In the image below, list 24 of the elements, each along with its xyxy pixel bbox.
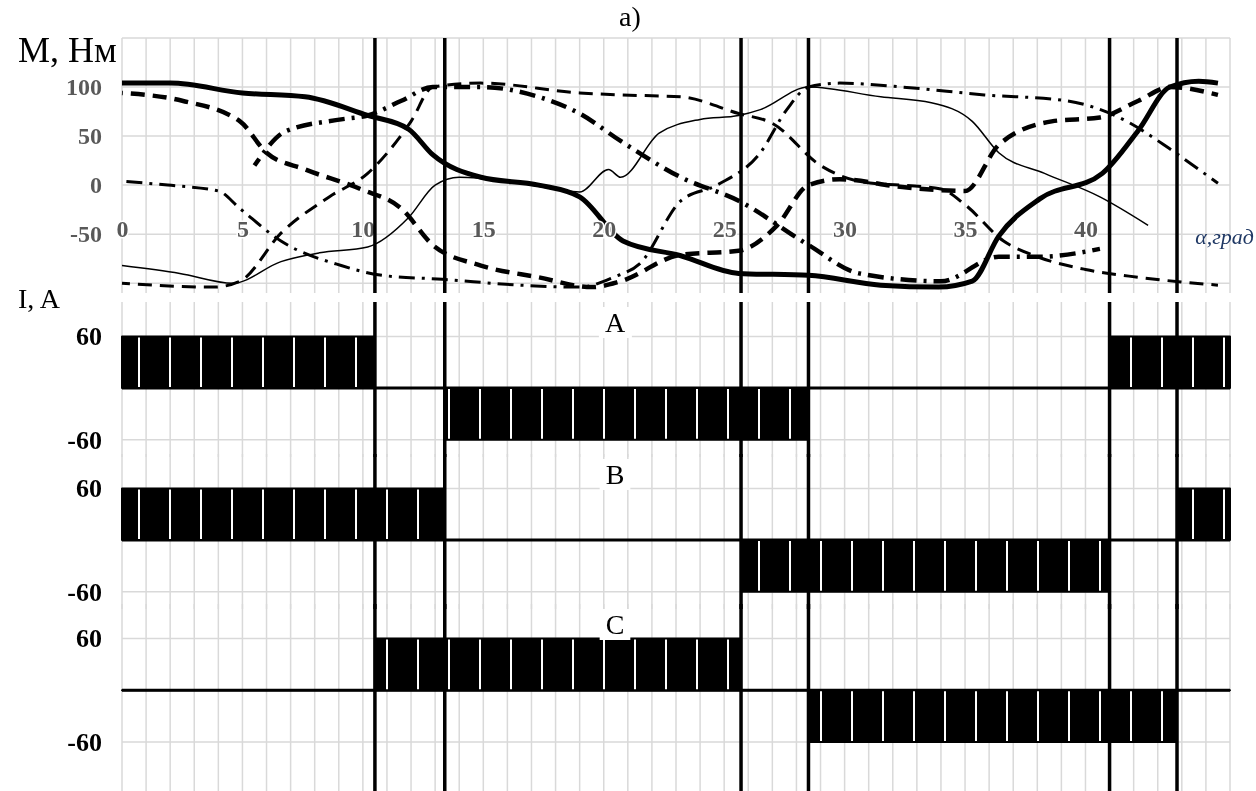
y-tick-label: 50 <box>78 123 102 150</box>
chart-title: а) <box>619 1 641 32</box>
chart-title: C <box>605 609 625 640</box>
y-tick-label: -50 <box>70 221 102 248</box>
y-tick-label: 60 <box>76 474 102 504</box>
x-tick-label: 15 <box>471 216 496 243</box>
y-tick-label: -60 <box>67 727 102 757</box>
y-axis-title: I, A <box>18 283 61 314</box>
x-tick-label: 25 <box>712 216 737 243</box>
x-tick-label: 0 <box>116 216 129 243</box>
chart-title: A <box>604 307 626 338</box>
y-tick-label: -60 <box>67 577 102 607</box>
y-tick-label: 60 <box>76 322 102 352</box>
x-tick-label: 35 <box>953 216 978 243</box>
x-tick-label: 5 <box>236 216 249 243</box>
y-tick-label: 100 <box>66 74 102 101</box>
x-tick-label: 30 <box>833 216 858 243</box>
x-tick-label: 40 <box>1073 216 1098 243</box>
x-axis-title: α,град <box>1195 224 1254 249</box>
y-tick-label: -60 <box>67 425 102 455</box>
chart-title: B <box>605 459 625 490</box>
y-tick-label: 60 <box>76 624 102 654</box>
y-tick-label: 0 <box>90 172 102 199</box>
y-axis-title: M, Нм <box>18 30 117 70</box>
